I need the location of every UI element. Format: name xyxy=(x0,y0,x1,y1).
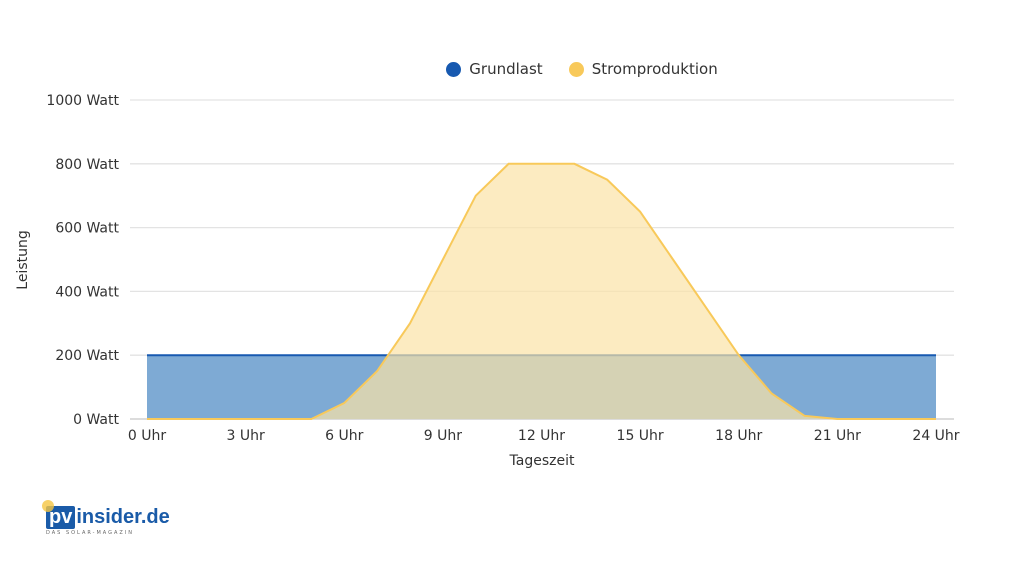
logo-prefix: pv xyxy=(49,506,73,528)
x-tick-label: 21 Uhr xyxy=(814,428,861,444)
x-axis-ticks: 0 Uhr 3 Uhr 6 Uhr 9 Uhr 12 Uhr 15 Uhr 18 Uhr 21… xyxy=(128,428,960,444)
chart-areas xyxy=(147,162,936,420)
x-tick-label: 12 Uhr xyxy=(518,428,565,444)
logo-pv-badge: pv xyxy=(42,500,76,529)
x-tick-label: 0 Uhr xyxy=(128,428,166,444)
legend-item-grundlast[interactable]: Grundlast xyxy=(376,60,543,78)
x-tick-label: 6 Uhr xyxy=(325,428,363,444)
y-tick-label: 600 Watt xyxy=(55,221,119,237)
line-stromproduktion xyxy=(147,162,936,420)
logo-tagline: DAS SOLAR-MAGAZIN xyxy=(46,530,135,536)
legend-dot-icon xyxy=(568,61,584,77)
y-tick-label: 1000 Watt xyxy=(46,93,119,109)
y-tick-label: 800 Watt xyxy=(55,157,119,173)
legend-item-stromproduktion[interactable]: Stromproduktion xyxy=(568,60,718,78)
logo-text: insider.de xyxy=(76,506,170,528)
x-tick-label: 15 Uhr xyxy=(617,428,664,444)
sun-icon xyxy=(42,500,54,512)
legend-dot-icon xyxy=(446,61,462,77)
x-tick-label: 24 Uhr xyxy=(912,428,959,444)
x-axis-label: Tageszeit xyxy=(509,453,575,469)
legend-label: Stromproduktion xyxy=(591,60,718,78)
x-tick-label: 9 Uhr xyxy=(424,428,462,444)
y-axis-ticks: 0 Watt 200 Watt 400 Watt 600 Watt 800 Watt 10… xyxy=(46,93,119,428)
pvinsider-logo: pv insider.de DAS SOLAR-MAGAZIN xyxy=(42,500,170,536)
y-tick-label: 200 Watt xyxy=(55,348,119,364)
chart-legend: Grundlast Stromproduktion xyxy=(0,60,1024,78)
legend-label: Grundlast xyxy=(469,60,543,78)
x-tick-label: 18 Uhr xyxy=(715,428,762,444)
y-axis-label: Leistung xyxy=(15,230,31,289)
y-tick-label: 400 Watt xyxy=(55,284,119,300)
y-tick-label: 0 Watt xyxy=(73,412,119,428)
x-tick-label: 3 Uhr xyxy=(227,428,265,444)
